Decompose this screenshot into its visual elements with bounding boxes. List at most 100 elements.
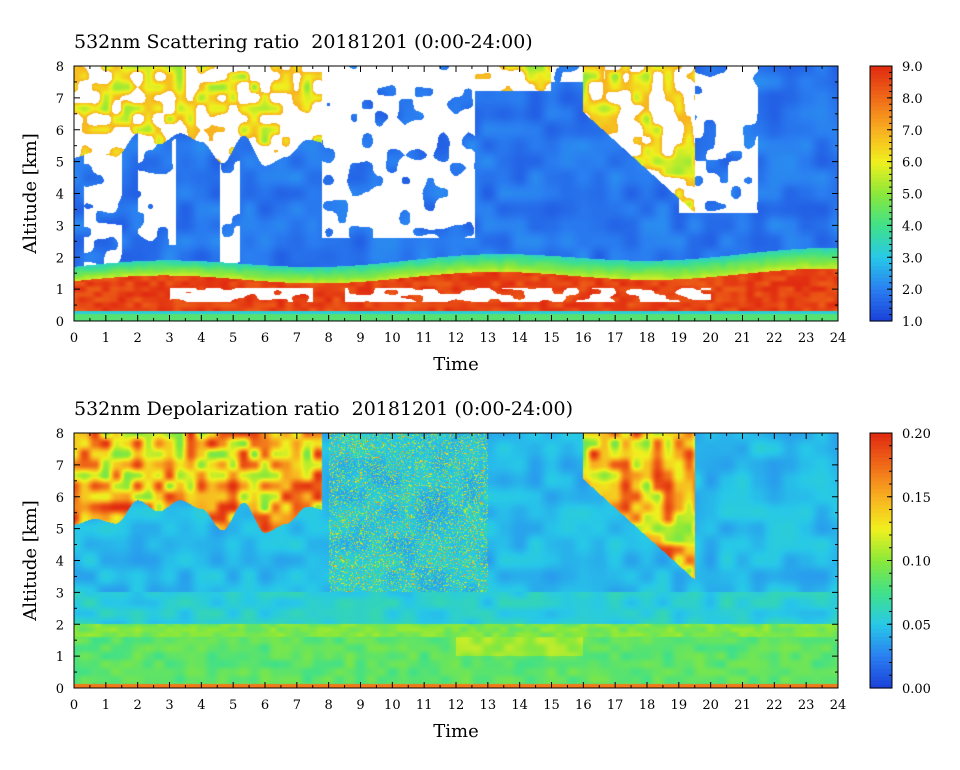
colorbar-segment <box>870 241 892 246</box>
x-tick-label: 20 <box>702 698 719 713</box>
colorbar-segment <box>870 592 892 597</box>
x-tick-label: 10 <box>384 331 401 346</box>
colorbar-segment <box>870 97 892 103</box>
x-tick-label: 11 <box>416 331 433 346</box>
y-tick-label: 6 <box>56 124 64 139</box>
colorbar-segment <box>870 66 892 71</box>
colorbar-tick-label: 4.0 <box>902 219 923 234</box>
x-tick-label: 2 <box>134 698 142 713</box>
colorbar-segment <box>870 137 892 143</box>
colorbar-segment <box>870 676 892 681</box>
x-tick-label: 13 <box>480 331 497 346</box>
x-tick-label: 13 <box>480 698 497 713</box>
colorbar-segment <box>870 141 892 147</box>
x-tick-label: 5 <box>229 331 237 346</box>
y-tick-label: 4 <box>56 555 64 570</box>
colorbar-segment <box>870 452 892 458</box>
x-tick-label: 14 <box>511 331 528 346</box>
x-tick-label: 8 <box>325 698 333 713</box>
colorbar-segment <box>870 101 892 107</box>
colorbar-segment <box>870 253 892 258</box>
x-tick-label: 24 <box>830 698 847 713</box>
x-tick-label: 12 <box>448 698 465 713</box>
colorbar-segment <box>870 273 892 278</box>
colorbar-segment <box>870 684 892 689</box>
x-tick-label: 22 <box>766 331 783 346</box>
x-tick-label: 9 <box>356 698 364 713</box>
colorbar-segment <box>870 77 892 83</box>
y-tick-label: 5 <box>56 523 64 538</box>
scattering-ratio-chart: 0 1 2 3 4 5 6 7 8 9 10 11 12 13 14 15 16 17 18 19 20 21 22 23 24… <box>20 60 923 375</box>
y-tick-label: 5 <box>56 156 64 171</box>
y-tick-label: 7 <box>56 459 64 474</box>
colorbar-segment <box>870 440 892 446</box>
colorbar-segment <box>870 173 892 179</box>
colorbar-tick-label: 0.00 <box>902 682 931 697</box>
colorbar-tick-label: 0.20 <box>902 427 931 442</box>
colorbar-segment <box>870 544 892 550</box>
x-tick-label: 19 <box>671 698 688 713</box>
colorbar-segment <box>870 608 892 613</box>
colorbar-segment <box>870 560 892 566</box>
colorbar-segment <box>870 313 892 318</box>
y-tick-label: 2 <box>56 618 64 633</box>
x-tick-label: 0 <box>70 331 78 346</box>
x-tick-label: 7 <box>293 698 301 713</box>
y-tick-label: 0 <box>56 315 64 330</box>
colorbar-segment <box>870 596 892 601</box>
x-tick-label: 22 <box>766 698 783 713</box>
colorbar-segment <box>870 209 892 215</box>
colorbar-segment <box>870 249 892 254</box>
y-tick-label: 6 <box>56 491 64 506</box>
x-axis-label: Time <box>433 354 478 375</box>
colorbar-segment <box>870 488 892 494</box>
colorbar-segment <box>870 225 892 230</box>
x-tick-label: 21 <box>734 698 751 713</box>
colorbar-segment <box>870 632 892 637</box>
colorbar-segment <box>870 109 892 115</box>
y-tick-label: 8 <box>56 60 64 75</box>
colorbar-segment <box>870 644 892 649</box>
colorbar-segment <box>870 492 892 498</box>
colorbar-segment <box>870 133 892 139</box>
colorbar-segment <box>870 197 892 203</box>
x-tick-label: 2 <box>134 331 142 346</box>
x-tick-label: 1 <box>102 331 110 346</box>
x-tick-label: 6 <box>261 331 269 346</box>
colorbar-segment <box>870 588 892 593</box>
colorbar-segment <box>870 612 892 617</box>
colorbar-segment <box>870 153 892 159</box>
colorbar-segment <box>870 277 892 282</box>
colorbar-segment <box>870 600 892 605</box>
y-tick-label: 2 <box>56 251 64 266</box>
colorbar-segment <box>870 129 892 135</box>
y-tick-label: 1 <box>56 283 64 298</box>
x-tick-label: 17 <box>607 331 624 346</box>
colorbar-segment <box>870 261 892 266</box>
colorbar-segment <box>870 217 892 222</box>
colorbar-segment <box>870 177 892 183</box>
x-tick-label: 20 <box>702 331 719 346</box>
x-tick-label: 18 <box>639 698 656 713</box>
colorbar-segment <box>870 85 892 91</box>
colorbar-segment <box>870 105 892 111</box>
colorbar-segment <box>870 504 892 510</box>
colorbar-segment <box>870 169 892 175</box>
colorbar-segment <box>870 636 892 641</box>
y-tick-label: 3 <box>56 586 64 601</box>
colorbar-tick-label: 0.15 <box>902 491 931 506</box>
colorbar-segment <box>870 580 892 586</box>
colorbar-segment <box>870 500 892 506</box>
colorbar-segment <box>870 436 892 442</box>
colorbar-segment <box>870 480 892 486</box>
colorbar-segment <box>870 552 892 558</box>
colorbar-segment <box>870 289 892 294</box>
colorbar-tick-label: 9.0 <box>902 60 923 75</box>
colorbar-segment <box>870 508 892 514</box>
colorbar-segment <box>870 568 892 574</box>
y-tick-label: 4 <box>56 188 64 203</box>
colorbar-segment <box>870 668 892 673</box>
colorbar-segment <box>870 528 892 534</box>
y-tick-label: 1 <box>56 650 64 665</box>
x-tick-label: 3 <box>165 698 173 713</box>
